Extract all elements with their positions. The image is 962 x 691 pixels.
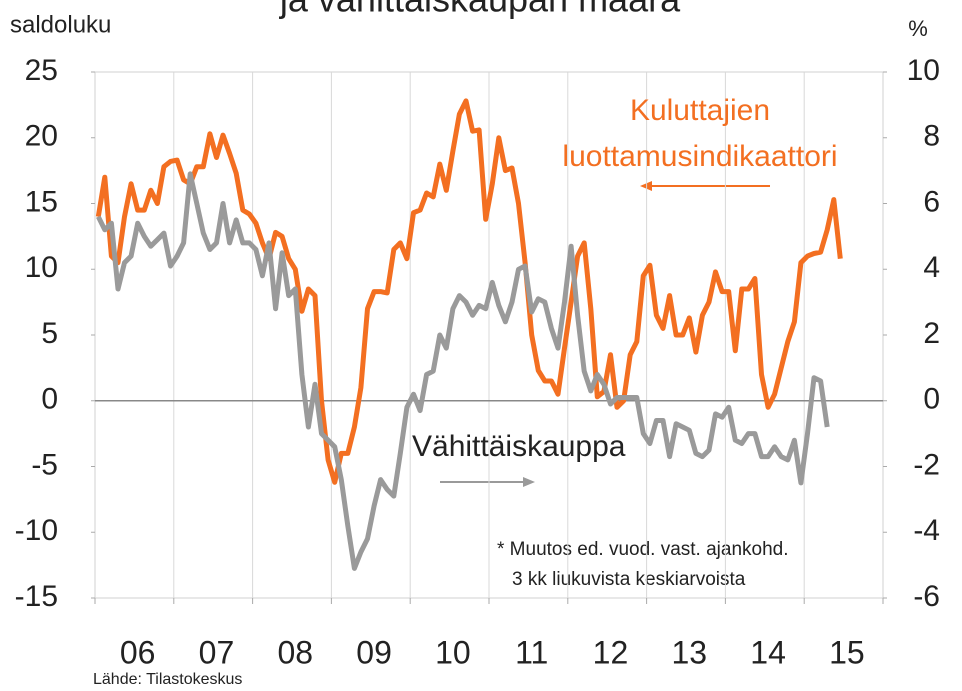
- y2-tick-label: -2: [913, 448, 940, 481]
- y2-tick-label: 4: [923, 251, 940, 284]
- series-label-line: Kuluttajien: [630, 94, 770, 127]
- y-tick-label: 0: [41, 383, 58, 416]
- y2-tick-label: 0: [923, 383, 940, 416]
- x-tick-label: 15: [829, 634, 865, 670]
- series-label: Vähittäiskauppa: [412, 430, 626, 463]
- y-tick-label: 20: [25, 120, 58, 153]
- y2-tick-label: 10: [907, 54, 940, 87]
- series-label-line: luottamusindikaattori: [562, 140, 837, 173]
- y-tick-label: 25: [25, 54, 58, 87]
- y2-tick-label: 6: [923, 185, 940, 218]
- y2-tick-label: 2: [923, 317, 940, 350]
- arrow-head: [640, 181, 652, 191]
- x-tick-label: 13: [671, 634, 707, 670]
- y-axis-label: saldoluku: [10, 11, 111, 38]
- series-line: [96, 171, 830, 571]
- x-tick-label: 08: [277, 634, 313, 670]
- y-tick-label: 15: [25, 185, 58, 218]
- y-tick-label: 5: [41, 317, 58, 350]
- x-tick-label: 10: [435, 634, 471, 670]
- chart-title: ja vähittäiskaupan määrä: [279, 0, 681, 20]
- series-label: Kuluttajien luottamusindikaattori: [562, 94, 837, 173]
- source: Lähde: Tilastokeskus: [93, 671, 242, 688]
- series-line: [95, 98, 843, 485]
- arrow-head: [523, 477, 535, 487]
- y-tick-label: -15: [15, 580, 58, 613]
- x-tick-label: 09: [356, 634, 392, 670]
- footnote: 3 kk liukuvista keskiarvoista: [512, 569, 746, 590]
- x-tick-label: 06: [120, 634, 156, 670]
- y2-tick-label: -4: [913, 514, 940, 547]
- y-tick-label: 10: [25, 251, 58, 284]
- y-tick-label: -5: [31, 448, 58, 481]
- x-tick-label: 11: [515, 634, 548, 670]
- y2-tick-label: -6: [913, 580, 940, 613]
- y2-axis-label: %: [908, 16, 928, 41]
- y2-tick-label: 8: [923, 120, 940, 153]
- x-tick-label: 12: [593, 634, 629, 670]
- x-tick-label: 07: [199, 634, 235, 670]
- footnote: * Muutos ed. vuod. vast. ajankohd.: [497, 539, 789, 560]
- y-tick-label: -10: [15, 514, 58, 547]
- x-tick-label: 14: [750, 634, 786, 670]
